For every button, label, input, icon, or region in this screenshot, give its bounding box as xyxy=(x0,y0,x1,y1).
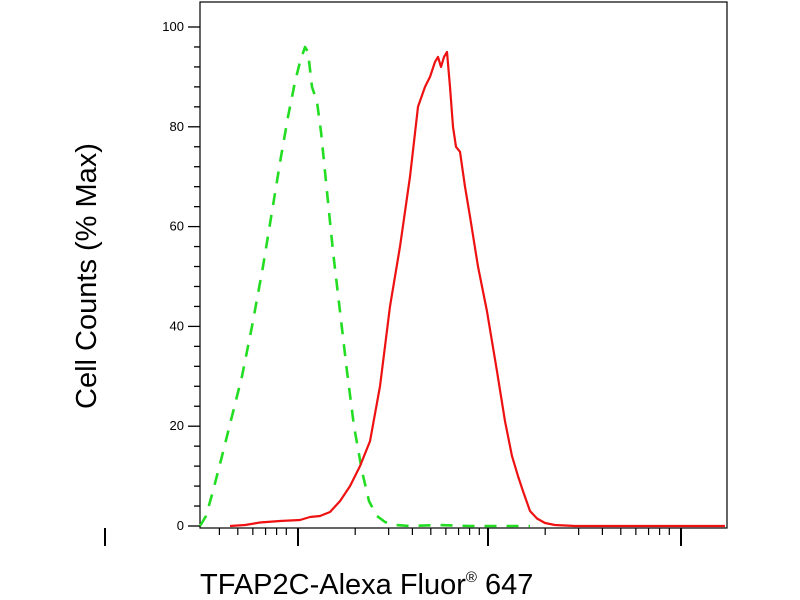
x-axis-title-main: TFAP2C-Alexa Fluor xyxy=(200,569,466,600)
series-line-2 xyxy=(229,50,725,528)
y-axis: 0 20 40 60 80 100 xyxy=(162,19,200,533)
y-axis-title: Cell Counts (% Max) xyxy=(71,143,103,409)
y-tick-label: 60 xyxy=(170,219,184,234)
y-tick-label: 0 xyxy=(177,518,184,533)
series-layer xyxy=(198,45,725,528)
x-axis-title-suffix: 647 xyxy=(477,569,533,600)
y-tick-label: 40 xyxy=(170,318,184,333)
x-axis-title: TFAP2C-Alexa Fluor® 647 xyxy=(200,569,533,600)
y-tick-label: 20 xyxy=(170,418,184,433)
x-axis-title-superscript: ® xyxy=(466,569,477,586)
plot-frame xyxy=(199,1,728,529)
x-axis xyxy=(104,528,682,546)
y-tick-label: 100 xyxy=(162,19,184,34)
y-tick-label: 80 xyxy=(170,119,184,134)
plot-border xyxy=(199,1,728,529)
